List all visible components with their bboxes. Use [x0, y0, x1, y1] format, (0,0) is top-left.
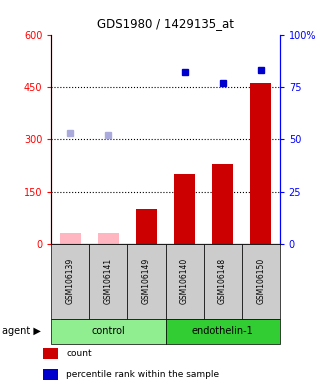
Bar — [98, 233, 119, 244]
Bar — [60, 233, 81, 244]
Text: control: control — [92, 326, 125, 336]
Bar — [250, 83, 271, 244]
Text: GSM106150: GSM106150 — [256, 258, 265, 305]
Text: GDS1980 / 1429135_at: GDS1980 / 1429135_at — [97, 17, 234, 30]
Text: endothelin-1: endothelin-1 — [192, 326, 254, 336]
Text: agent ▶: agent ▶ — [2, 326, 40, 336]
Bar — [174, 174, 195, 244]
Text: GSM106140: GSM106140 — [180, 258, 189, 305]
Bar — [212, 164, 233, 244]
Text: GSM106139: GSM106139 — [66, 258, 75, 305]
Text: GSM106141: GSM106141 — [104, 258, 113, 305]
Text: percentile rank within the sample: percentile rank within the sample — [66, 370, 219, 379]
Text: GSM106149: GSM106149 — [142, 258, 151, 305]
Text: count: count — [66, 349, 92, 358]
Bar — [136, 209, 157, 244]
Text: GSM106148: GSM106148 — [218, 258, 227, 305]
